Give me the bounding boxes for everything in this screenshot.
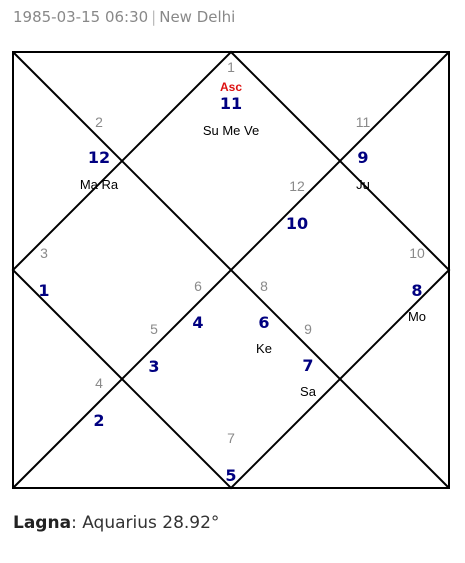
chart-header: 1985-03-15 06:30 | New Delhi	[13, 8, 235, 26]
diagonal-line	[12, 51, 450, 489]
house-number: 10	[409, 245, 425, 261]
lagna-label: Lagna	[13, 513, 72, 533]
sign-number: 12	[88, 148, 110, 167]
inner-diamond	[11, 50, 451, 490]
sign-number: 1	[38, 281, 49, 300]
house-number: 9	[304, 321, 312, 337]
sign-number: 7	[302, 356, 313, 375]
planets-text: Su Me Ve	[203, 123, 259, 138]
house-number: 5	[150, 321, 158, 337]
house-number: 6	[194, 278, 202, 294]
house-number: 2	[95, 114, 103, 130]
sign-number: 8	[411, 281, 422, 300]
sign-number: 11	[220, 94, 242, 113]
planets-text: Sa	[300, 384, 317, 399]
house-number: 1	[227, 59, 235, 75]
house-number: 3	[40, 245, 48, 261]
lagna-info: Lagna: Aquarius 28.92°	[13, 513, 220, 533]
house-number: 11	[356, 114, 371, 130]
planets-text: Ke	[256, 341, 272, 356]
house-number: 12	[289, 178, 305, 194]
ascendant-label: Asc	[220, 80, 242, 94]
planets-text: Mo	[408, 309, 426, 324]
sign-number: 5	[225, 466, 236, 485]
planets-text: Ma Ra	[80, 177, 119, 192]
sign-number: 3	[148, 357, 159, 376]
planets-text: Ju	[356, 177, 370, 192]
lagna-value: Aquarius 28.92°	[82, 513, 220, 533]
house-number: 7	[227, 430, 235, 446]
place-text: New Delhi	[159, 8, 236, 26]
chart-lines	[11, 50, 451, 490]
house-number: 8	[260, 278, 268, 294]
sign-number: 10	[286, 214, 308, 233]
header-separator: |	[151, 8, 157, 26]
datetime-text: 1985-03-15 06:30	[13, 8, 149, 26]
sign-number: 4	[192, 313, 203, 332]
sign-number: 6	[258, 313, 269, 332]
house-number: 4	[95, 375, 103, 391]
sign-number: 9	[357, 148, 368, 167]
sign-number: 2	[93, 411, 104, 430]
